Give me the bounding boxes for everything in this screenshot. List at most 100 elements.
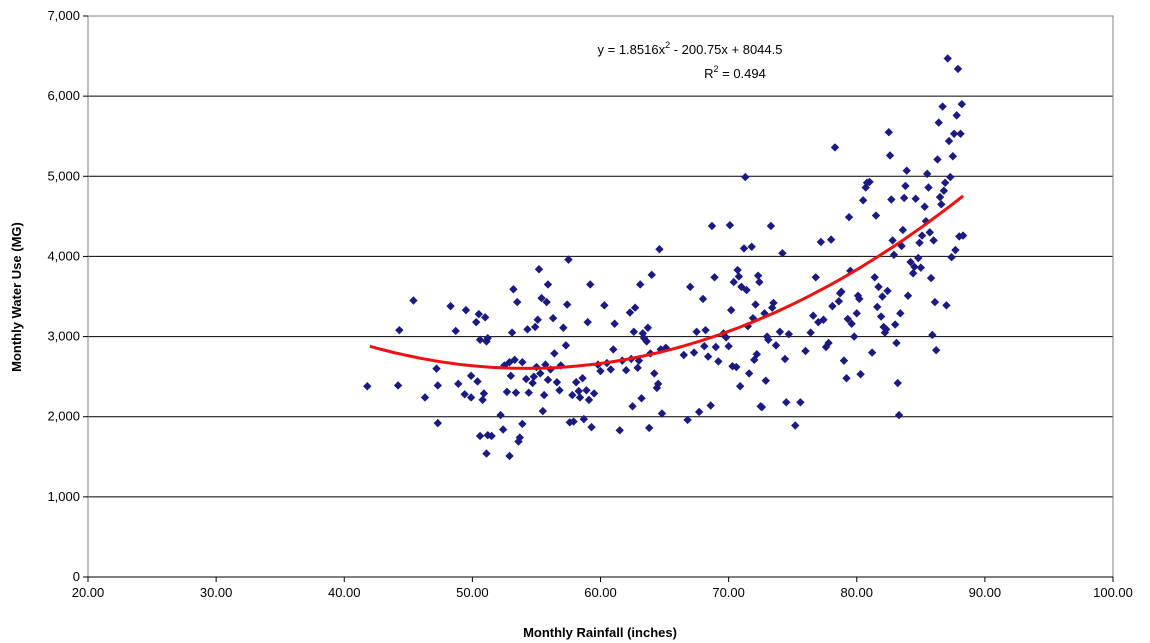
data-point <box>506 371 516 381</box>
data-point <box>644 423 654 433</box>
data-point <box>721 333 731 342</box>
data-point <box>744 369 754 378</box>
data-point <box>507 328 517 337</box>
data-point <box>784 329 794 339</box>
data-point <box>692 327 701 336</box>
data-point <box>844 212 854 222</box>
data-point <box>830 143 840 152</box>
data-point <box>586 280 595 289</box>
data-point <box>811 273 820 282</box>
data-point <box>937 200 946 209</box>
data-point <box>940 178 950 187</box>
data-point <box>819 315 828 324</box>
data-point <box>653 379 663 389</box>
data-point <box>775 327 785 336</box>
data-point <box>578 374 587 383</box>
data-point <box>480 313 490 322</box>
data-point <box>834 297 844 306</box>
data-point <box>923 169 932 179</box>
data-point <box>475 335 485 344</box>
data-point <box>574 386 583 396</box>
data-point <box>892 338 901 348</box>
y-axis-ticks: 0 1,000 2,000 3,000 4,000 5,000 6,000 7,000 <box>47 8 88 584</box>
data-point <box>732 362 741 372</box>
data-point <box>473 377 482 386</box>
data-point <box>948 152 958 161</box>
data-point <box>824 338 833 348</box>
y-tick-label: 7,000 <box>47 8 80 23</box>
data-point <box>926 273 936 283</box>
data-point <box>596 366 605 376</box>
data-point <box>882 325 891 334</box>
data-point <box>944 136 954 146</box>
data-point <box>606 365 615 374</box>
data-point <box>538 406 548 416</box>
data-point <box>643 323 653 332</box>
data-point <box>780 354 790 364</box>
data-point <box>931 345 941 355</box>
data-point <box>460 390 469 399</box>
data-point <box>518 419 527 429</box>
data-point <box>610 319 619 328</box>
data-point <box>896 309 905 318</box>
data-point <box>689 348 699 357</box>
y-tick-label: 6,000 <box>47 88 80 103</box>
data-point <box>902 166 911 175</box>
data-point <box>511 388 521 397</box>
data-point <box>769 298 778 308</box>
data-point <box>757 402 767 412</box>
data-point <box>816 237 826 247</box>
data-point <box>908 269 918 278</box>
data-point <box>454 379 463 389</box>
data-point <box>496 410 505 420</box>
data-point <box>537 293 546 303</box>
data-point <box>806 328 815 337</box>
data-point <box>729 277 738 287</box>
data-point <box>828 301 837 311</box>
data-point <box>883 286 892 296</box>
data-point <box>739 244 749 253</box>
data-point <box>483 333 492 343</box>
data-point <box>555 386 564 395</box>
data-point <box>451 326 460 336</box>
data-point <box>679 350 688 360</box>
data-point <box>917 231 927 240</box>
data-point <box>858 196 868 205</box>
data-point <box>569 417 578 426</box>
y-tick-label: 5,000 <box>47 168 80 183</box>
y-tick-label: 4,000 <box>47 248 80 263</box>
x-tick-label: 80.00 <box>840 585 873 600</box>
plot-area <box>87 15 1114 578</box>
data-point <box>928 330 937 340</box>
data-point <box>583 317 592 327</box>
data-point <box>946 172 955 182</box>
data-point <box>751 300 760 309</box>
data-point <box>395 325 404 335</box>
data-point <box>855 294 864 304</box>
data-point <box>650 369 659 378</box>
data-point <box>764 335 773 344</box>
data-point <box>893 378 902 388</box>
data-point <box>939 186 949 195</box>
data-point <box>552 378 562 387</box>
data-point <box>938 102 947 111</box>
data-point <box>584 395 594 405</box>
trendline <box>369 194 965 370</box>
data-point <box>587 422 596 432</box>
x-tick-label: 70.00 <box>712 585 745 600</box>
data-point <box>867 348 877 357</box>
data-point <box>433 381 442 390</box>
data-point <box>929 236 938 245</box>
data-point <box>420 393 430 402</box>
data-point <box>505 451 514 461</box>
data-point <box>889 250 899 260</box>
data-point <box>747 242 756 252</box>
data-point <box>513 297 522 307</box>
data-points <box>363 54 968 461</box>
data-point <box>935 192 945 202</box>
data-point <box>642 337 651 346</box>
data-point <box>466 393 476 402</box>
data-point <box>916 263 926 272</box>
data-point <box>766 221 776 231</box>
